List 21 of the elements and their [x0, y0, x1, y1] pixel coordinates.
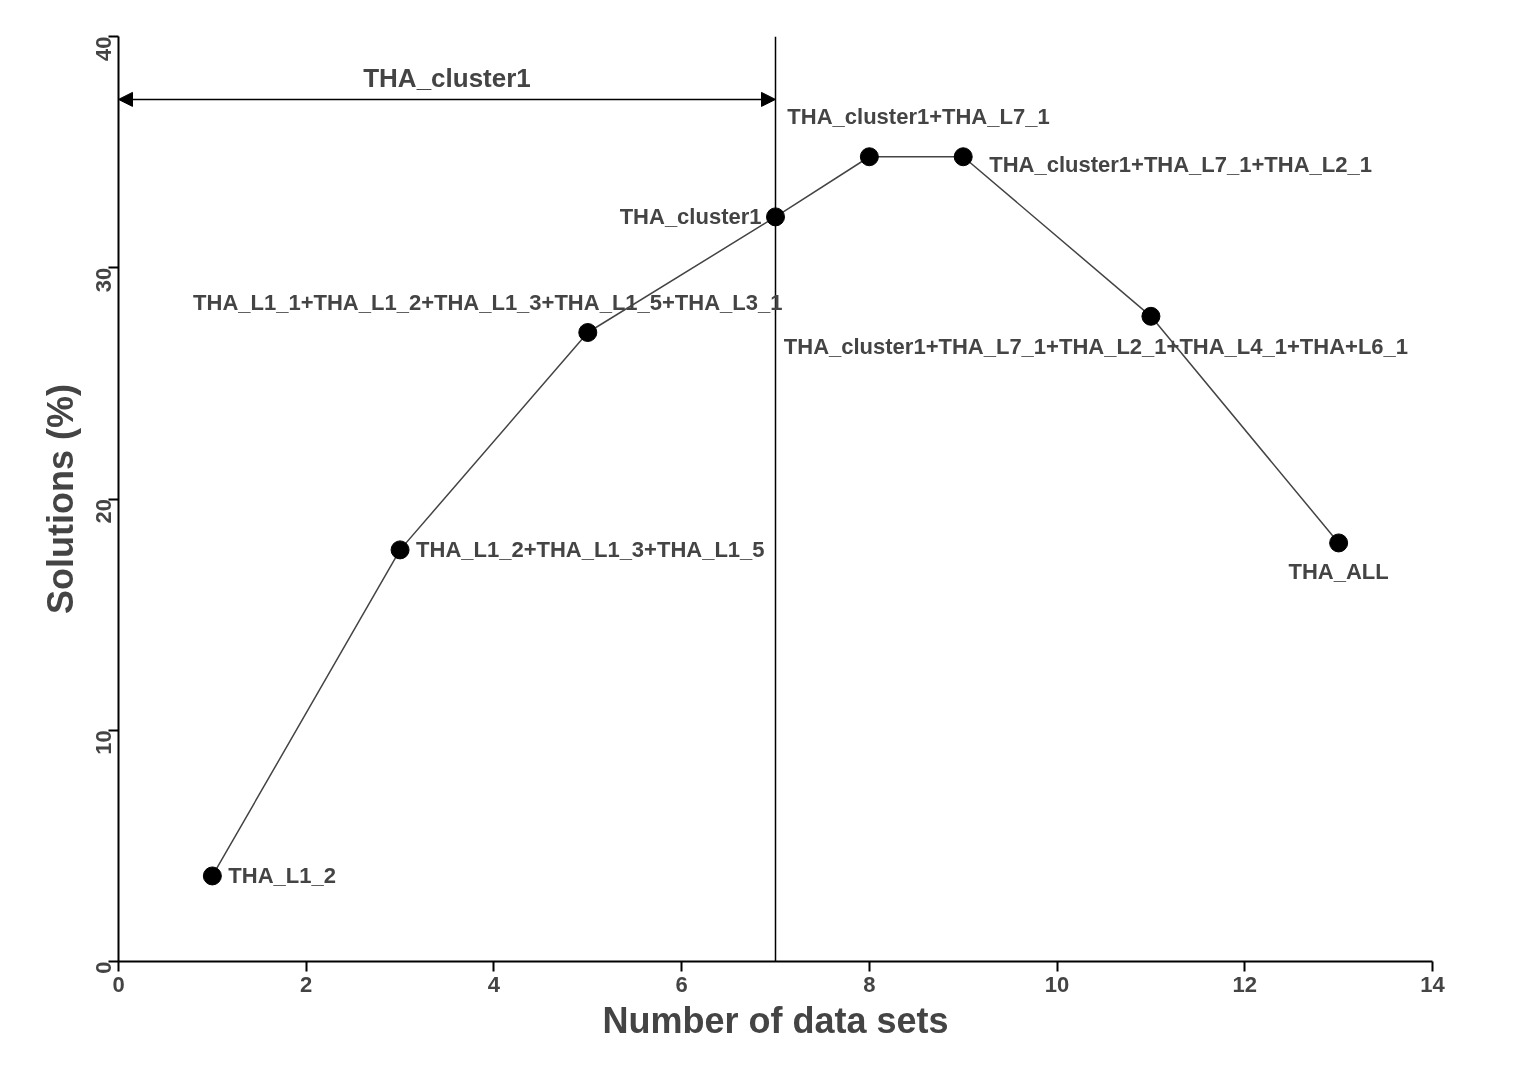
annotation: THA_cluster1+THA_L7_1+THA_L2_1	[989, 152, 1372, 178]
y-tick-label: 10	[91, 730, 116, 755]
y-tick-label: 20	[91, 498, 116, 524]
y-tick-label: 30	[91, 267, 116, 293]
annotation: THA_cluster1	[619, 204, 762, 230]
annotation: THA_ALL	[1288, 558, 1389, 584]
annotation: THA_cluster1+THA_L7_1	[787, 103, 1050, 129]
annotation: THA_L1_2	[228, 863, 336, 889]
y-tick-label: 0	[91, 961, 116, 974]
x-tick-label: 2	[300, 971, 313, 997]
annotation: THA_cluster1	[363, 63, 531, 94]
x-tick-label: 8	[863, 971, 876, 997]
x-tick-label: 10	[1044, 971, 1070, 997]
x-tick-label: 12	[1232, 971, 1258, 997]
y-tick-label: 40	[91, 36, 116, 61]
annotation: THA_L1_2+THA_L1_3+THA_L1_5	[416, 537, 765, 563]
y-axis-title: Solutions (%)	[39, 384, 81, 614]
x-axis-title: Number of data sets	[602, 999, 949, 1041]
x-tick-label: 6	[675, 971, 688, 997]
x-tick-label: 4	[487, 971, 501, 997]
x-tick-label: 14	[1420, 971, 1446, 997]
